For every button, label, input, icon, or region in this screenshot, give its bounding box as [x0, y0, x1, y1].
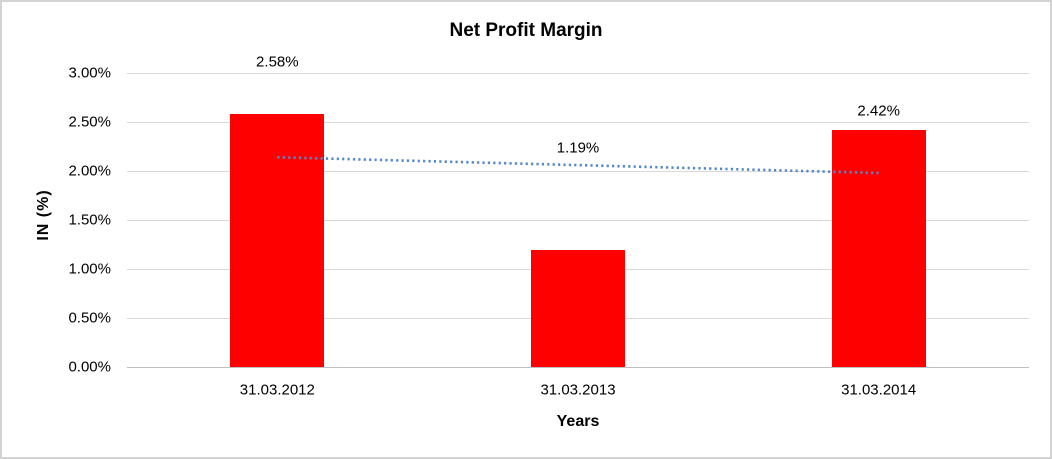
gridline: [127, 122, 1029, 123]
y-tick-label: 2.00%: [68, 162, 111, 180]
data-label: 2.42%: [857, 102, 900, 120]
y-tick-label: 0.00%: [68, 358, 111, 376]
y-tick-label: 1.50%: [68, 211, 111, 229]
x-axis-title: Years: [556, 413, 600, 430]
data-label: 2.58%: [256, 53, 299, 71]
bar[interactable]: [531, 250, 625, 367]
bar[interactable]: [230, 114, 325, 367]
bar[interactable]: [831, 129, 926, 367]
data-label: 1.19%: [556, 139, 600, 157]
y-tick-label: 0.50%: [68, 309, 111, 327]
x-tick-label: 31.03.2014: [841, 381, 917, 399]
y-tick-label: 1.00%: [68, 260, 111, 278]
gridline: [127, 367, 1029, 368]
y-tick-label: 3.00%: [68, 64, 111, 82]
y-tick-label: 2.50%: [68, 113, 111, 131]
x-tick-label: 31.03.2013: [540, 381, 616, 399]
chart-title: Net Profit Margin: [449, 20, 603, 41]
gridline: [127, 73, 1029, 74]
x-tick-label: 31.03.2012: [239, 381, 315, 399]
gridline: [127, 220, 1029, 221]
